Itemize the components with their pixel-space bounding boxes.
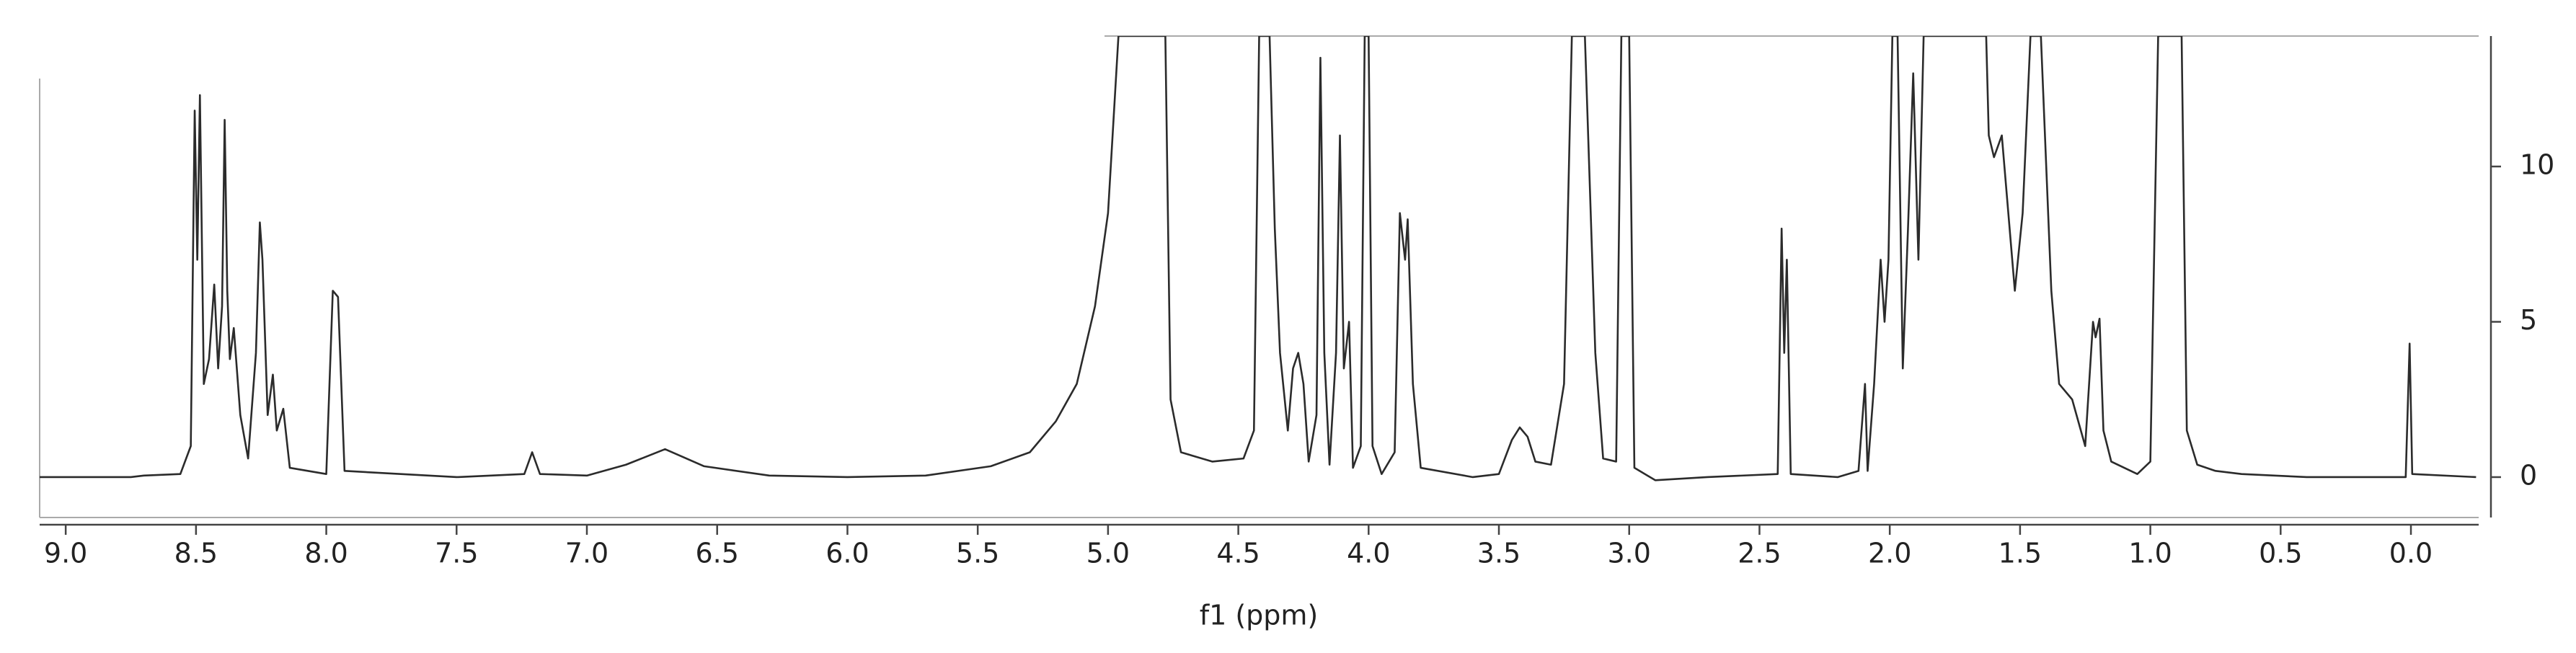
x-tick-label: 7.0 xyxy=(565,538,608,569)
y-tick-label: 10 xyxy=(2520,149,2554,181)
x-tick-label: 3.0 xyxy=(1608,538,1651,569)
spectrum-line xyxy=(40,36,2477,481)
x-tick-label: 1.5 xyxy=(1999,538,2042,569)
x-tick-label: 4.0 xyxy=(1347,538,1390,569)
x-axis-label: f1 (ppm) xyxy=(1200,600,1319,631)
x-tick-label: 4.5 xyxy=(1216,538,1260,569)
x-tick-label: 5.5 xyxy=(956,538,999,569)
x-tick-label: 5.0 xyxy=(1086,538,1130,569)
x-tick-label: 3.5 xyxy=(1477,538,1521,569)
x-tick-label: 0.5 xyxy=(2259,538,2302,569)
x-tick-label: 8.0 xyxy=(304,538,348,569)
x-tick-label: 6.5 xyxy=(696,538,739,569)
y-tick-label: 0 xyxy=(2520,459,2537,491)
x-tick-label: 7.5 xyxy=(435,538,478,569)
x-tick-label: 2.5 xyxy=(1738,538,1781,569)
x-tick-label: 1.0 xyxy=(2128,538,2172,569)
x-tick-label: 9.0 xyxy=(44,538,87,569)
x-tick-label: 8.5 xyxy=(174,538,218,569)
y-tick-label: 5 xyxy=(2520,304,2537,336)
plot-area xyxy=(40,36,2477,481)
x-tick-label: 2.0 xyxy=(1868,538,1911,569)
x-tick-label: 6.0 xyxy=(826,538,869,569)
x-tick-label: 0.0 xyxy=(2389,538,2433,569)
